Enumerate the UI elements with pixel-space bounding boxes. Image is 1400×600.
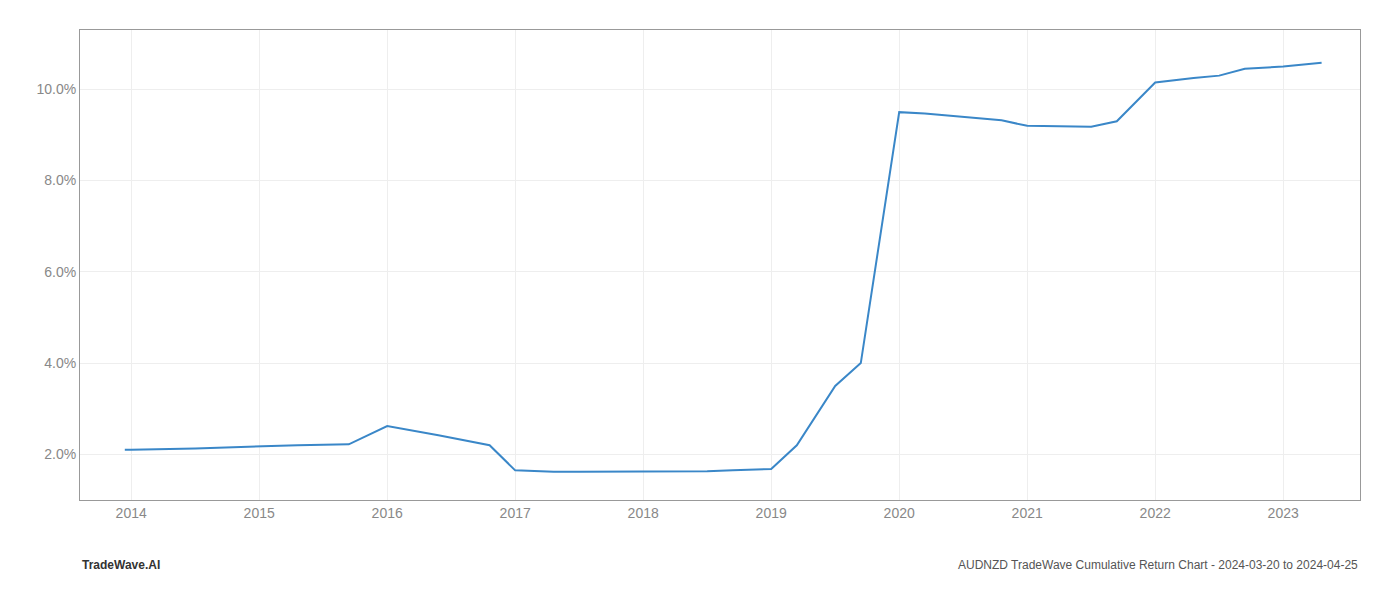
svg-text:2.0%: 2.0% (44, 446, 76, 462)
svg-text:2017: 2017 (500, 505, 531, 521)
svg-text:2014: 2014 (116, 505, 147, 521)
svg-text:TradeWave.AI: TradeWave.AI (82, 558, 160, 572)
svg-text:8.0%: 8.0% (44, 172, 76, 188)
svg-text:2019: 2019 (756, 505, 787, 521)
svg-text:6.0%: 6.0% (44, 264, 76, 280)
svg-text:2022: 2022 (1140, 505, 1171, 521)
svg-text:10.0%: 10.0% (36, 81, 76, 97)
svg-text:4.0%: 4.0% (44, 355, 76, 371)
svg-text:2023: 2023 (1268, 505, 1299, 521)
svg-text:AUDNZD TradeWave Cumulative Re: AUDNZD TradeWave Cumulative Return Chart… (958, 558, 1358, 572)
svg-text:2018: 2018 (628, 505, 659, 521)
svg-text:2015: 2015 (244, 505, 275, 521)
svg-text:2020: 2020 (884, 505, 915, 521)
svg-text:2016: 2016 (372, 505, 403, 521)
svg-text:2021: 2021 (1012, 505, 1043, 521)
